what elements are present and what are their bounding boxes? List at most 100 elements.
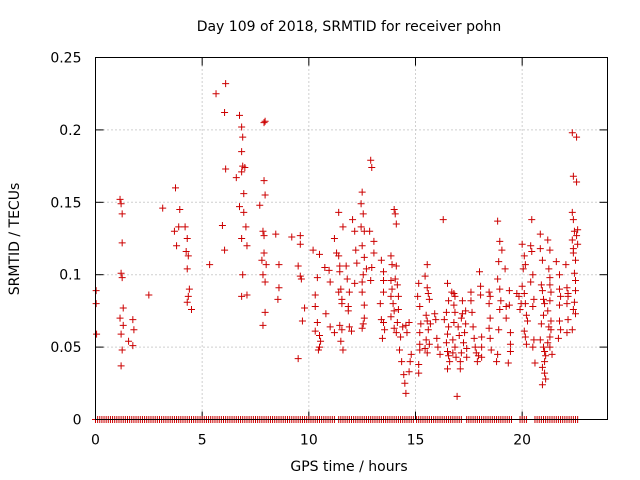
data-point [358,324,366,332]
data-point [116,195,124,203]
data-point [339,223,347,231]
data-point [445,352,453,360]
data-point [467,297,475,305]
data-point [450,301,458,309]
data-point [547,326,555,334]
data-point [117,362,125,370]
data-point [497,297,505,305]
data-point [563,329,571,337]
data-point [454,323,462,331]
data-point [393,318,401,326]
data-point [358,242,366,250]
data-point [401,379,409,387]
data-point [521,261,529,269]
data-point [546,274,554,282]
data-point [392,220,400,228]
data-point [563,300,571,308]
data-point [496,285,504,293]
data-point [522,311,530,319]
data-point [440,316,448,324]
data-point [449,336,457,344]
data-point [378,334,386,342]
data-point [442,308,450,316]
data-point [337,337,345,345]
data-point [463,345,471,353]
data-point [181,223,189,231]
data-point [298,317,306,325]
data-point [467,288,475,296]
data-point [556,271,563,279]
data-point [241,164,249,172]
data-point [296,240,304,248]
data-point [238,168,246,176]
data-point [436,350,444,358]
data-point [432,316,440,324]
data-point [455,332,463,340]
data-point [547,317,555,325]
data-point [392,262,400,270]
data-point [309,246,317,254]
data-point [221,246,229,254]
data-point [415,279,423,287]
data-point [536,230,544,238]
data-point [537,281,545,289]
data-point [359,320,367,328]
data-point [446,358,454,366]
data-point [380,288,387,296]
data-point [478,343,486,351]
y-tick-label: 0.25 [50,51,81,67]
data-point [542,352,550,360]
data-point [502,314,510,322]
data-point [330,329,338,337]
data-point [314,346,322,354]
data-point [496,305,504,313]
data-point [485,324,493,332]
data-point [117,269,125,277]
data-point [541,358,549,366]
data-point [542,375,550,383]
data-point [387,276,395,284]
data-point [477,291,485,299]
y-tick-label: 0 [73,413,82,429]
data-point [183,265,191,273]
data-point [416,303,424,311]
data-point [538,256,546,264]
data-point [494,275,502,283]
data-point [272,230,280,238]
data-point [444,347,451,355]
data-point [485,300,493,308]
data-point [294,355,302,363]
data-point [184,292,192,300]
data-point [261,117,269,125]
data-point [498,246,506,254]
data-point [259,321,267,329]
data-point [130,326,138,334]
data-point [360,253,368,261]
data-point [431,310,439,318]
data-point [458,310,466,318]
data-point [541,369,549,377]
data-point [453,392,461,400]
data-point [423,349,431,357]
data-point [367,156,375,164]
x-axis-label: GPS time / hours [290,459,407,475]
data-point [423,284,431,292]
data-point [496,237,504,245]
data-point [118,239,126,247]
data-point [522,340,530,348]
axis-ticks: 0 0.05 0.1 0.15 0.2 0.25 0 5 10 15 20 [50,51,608,449]
data-point [546,281,554,289]
data-point [296,232,304,240]
data-point [544,307,552,315]
data-point [572,256,579,264]
data-point [530,336,538,344]
data-point [367,276,375,284]
data-point [545,265,553,273]
data-point [262,261,270,269]
data-point [546,333,554,341]
data-point [359,271,367,279]
data-point [238,292,246,300]
data-point [546,297,554,305]
data-point [129,316,137,324]
data-point [351,227,359,235]
